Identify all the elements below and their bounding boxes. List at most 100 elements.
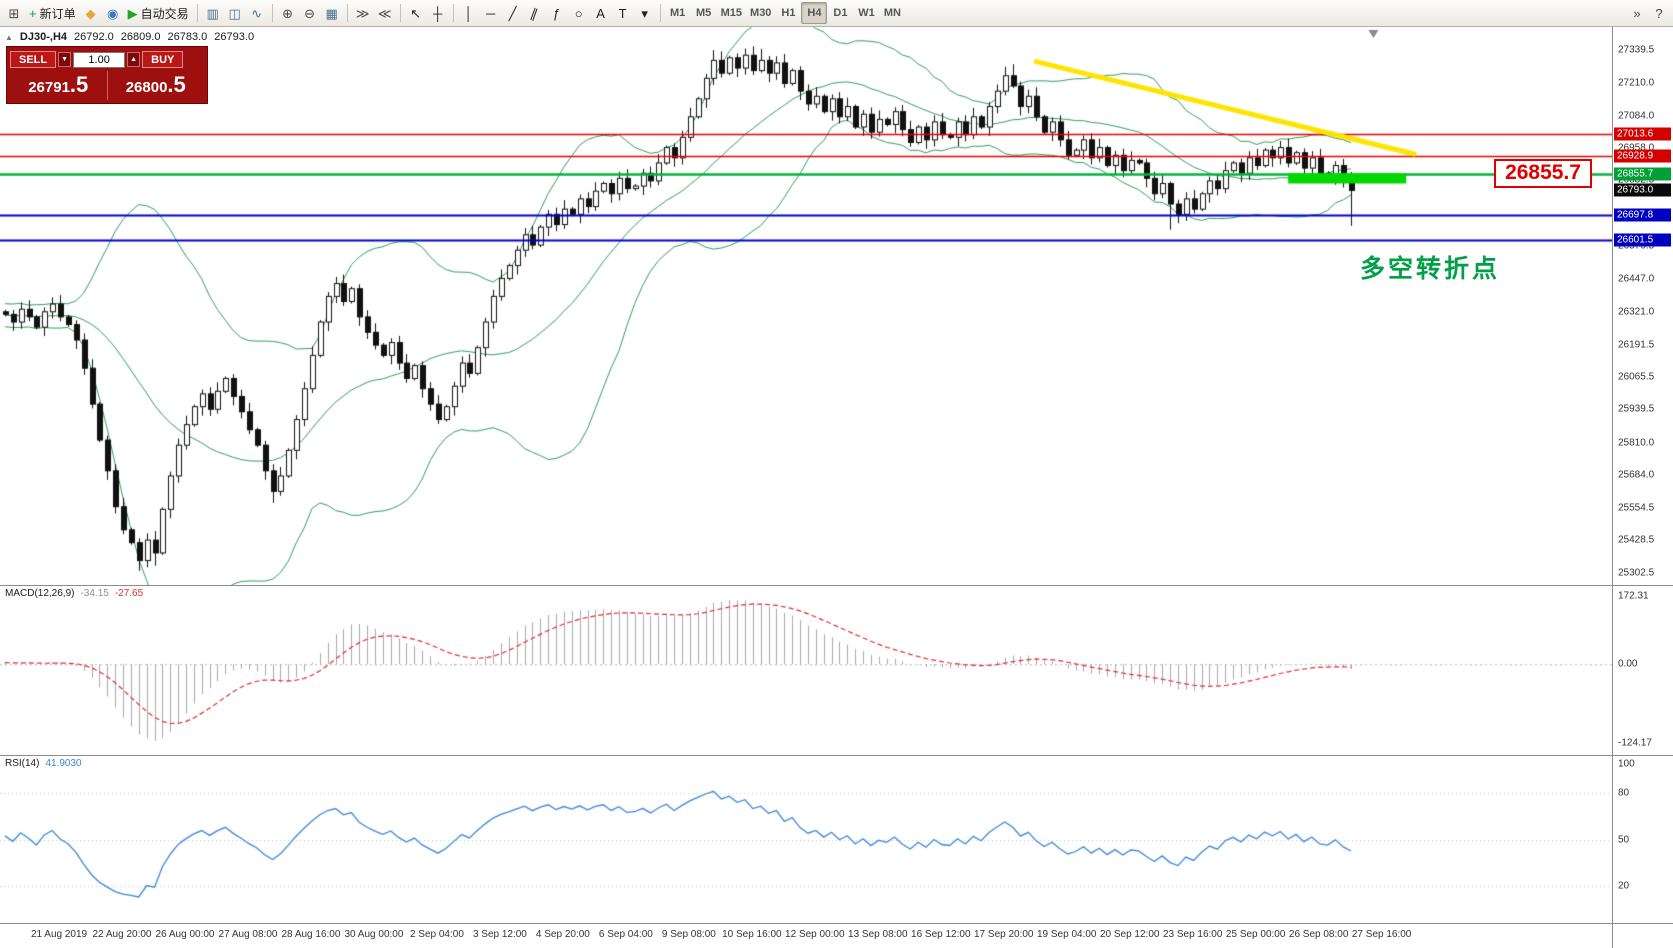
price-axis-tick: 27210.0 [1618, 77, 1655, 89]
sell-button[interactable]: SELL [10, 51, 57, 68]
ohlc-high: 26809.0 [120, 31, 161, 43]
chart-panel: ▲ DJ30-,H4 26792.0 26809.0 26783.0 26793… [0, 27, 1673, 585]
timeframe-m15-button[interactable]: M15 [720, 7, 743, 19]
volume-input[interactable] [73, 51, 126, 68]
zoom-out-button[interactable]: ⊖ [299, 2, 321, 24]
timeframe-w1-button[interactable]: W1 [858, 7, 875, 19]
price-axis-tick: 25684.0 [1618, 469, 1655, 481]
horizontal-line-button[interactable]: ─ [480, 2, 502, 24]
time-axis-label: 30 Aug 00:00 [344, 929, 404, 940]
auto-scroll-button[interactable]: ≫ [352, 2, 374, 24]
price-axis-tick: 26191.5 [1618, 339, 1655, 351]
price-tag-level[interactable]: 26928.9 [1614, 149, 1671, 163]
time-axis[interactable]: 21 Aug 2019 22 Aug 20:00 26 Aug 00:00 27 Au… [0, 924, 1613, 948]
toolbar-separator [196, 4, 198, 22]
time-axis-label: 26 Aug 00:00 [155, 929, 215, 940]
bar-chart-icon: ▥ [206, 5, 219, 21]
timeframe-m1-button[interactable]: M1 [669, 7, 686, 19]
time-axis-label: 9 Sep 08:00 [661, 929, 716, 940]
price-tag-level[interactable]: 26855.7 [1614, 167, 1671, 181]
community-button[interactable]: ◉ [102, 2, 124, 24]
macd-label: MACD(12,26,9) -34.15 -27.65 [5, 588, 143, 599]
annotation-note[interactable]: 多空转折点 [1359, 255, 1500, 284]
macd-panel: MACD(12,26,9) -34.15 -27.65 172.31 0.00 … [0, 585, 1673, 755]
text-button[interactable]: A [590, 2, 612, 24]
macd-axis[interactable]: 172.31 0.00 -124.17 [1613, 586, 1673, 755]
volume-decrease-button[interactable]: ▼ [58, 52, 72, 67]
vertical-line-button[interactable]: │ [458, 2, 480, 24]
arrows-button[interactable]: ▾ [634, 2, 656, 24]
price-chart-canvas[interactable] [0, 27, 1612, 585]
new-chart-button[interactable]: ⊞ [3, 2, 25, 24]
timeframe-mn-button[interactable]: MN [883, 7, 901, 19]
rsi-value: 41.9030 [45, 758, 82, 769]
price-axis[interactable]: 27339.527210.027084.026958.026832.526706… [1613, 27, 1673, 585]
new-order-button[interactable]: + 新订单 [25, 2, 80, 24]
zoom-in-button[interactable]: ⊕ [277, 2, 299, 24]
price-tag-level[interactable]: 26601.5 [1614, 233, 1671, 247]
time-axis-label: 6 Sep 04:00 [598, 929, 653, 940]
auto-scroll-icon: ≫ [355, 5, 370, 21]
text-label-button[interactable]: T [612, 2, 634, 24]
macd-plot[interactable]: MACD(12,26,9) -34.15 -27.65 [0, 586, 1613, 755]
one-click-trading-panel: SELL ▼ ▲ BUY 26791.5 26800.5 [6, 46, 208, 104]
tile-windows-button[interactable]: ▦ [321, 2, 343, 24]
price-axis-tick: 27084.0 [1618, 110, 1655, 122]
timeframe-m30-button[interactable]: M30 [750, 7, 772, 19]
volume-increase-button[interactable]: ▲ [127, 52, 141, 67]
tile-windows-icon: ▦ [325, 5, 338, 21]
chart-shift-button[interactable]: ≪ [374, 2, 396, 24]
sell-price-main: 26791 [28, 79, 70, 96]
time-axis-label: 26 Sep 08:00 [1288, 929, 1349, 940]
buy-price-display[interactable]: 26800.5 [108, 71, 205, 100]
profiles-icon: ◆ [85, 5, 96, 21]
sell-price-display[interactable]: 26791.5 [10, 71, 107, 100]
symbol-header: ▲ DJ30-,H4 26792.0 26809.0 26783.0 26793… [5, 31, 254, 43]
price-axis-tick: 25302.5 [1618, 567, 1655, 579]
price-axis-tick: 25939.5 [1618, 403, 1655, 415]
shapes-button[interactable]: ○ [568, 2, 590, 24]
autotrade-button[interactable]: ▶ 自动交易 [124, 2, 193, 24]
bar-chart-button[interactable]: ▥ [202, 2, 224, 24]
chart-plot[interactable]: ▲ DJ30-,H4 26792.0 26809.0 26783.0 26793… [0, 27, 1613, 585]
fibonacci-button[interactable]: ƒ [546, 2, 568, 24]
toolbar-overflow-button[interactable]: » [1633, 5, 1641, 21]
time-axis-label: 2 Sep 04:00 [409, 929, 464, 940]
price-tag-level[interactable]: 26697.8 [1614, 208, 1671, 222]
time-axis-label: 17 Sep 20:00 [974, 929, 1034, 940]
price-axis-tick: 27339.5 [1618, 44, 1655, 56]
ohlc-open: 26792.0 [74, 31, 114, 43]
rsi-axis[interactable]: 100 80 50 20 [1613, 756, 1673, 923]
horizontal-line-icon: ─ [486, 5, 496, 21]
toolbar-separator [271, 4, 273, 22]
timeframe-m5-button[interactable]: M5 [695, 7, 712, 19]
cursor-button[interactable]: ↖ [405, 2, 427, 24]
timeline-corner [1613, 924, 1673, 948]
buy-button[interactable]: BUY [142, 51, 184, 68]
timeframe-d1-button[interactable]: D1 [833, 7, 848, 19]
timeline-panel: 21 Aug 2019 22 Aug 20:00 26 Aug 00:00 27 Au… [0, 923, 1673, 948]
macd-axis-max: 172.31 [1618, 590, 1649, 602]
profiles-button[interactable]: ◆ [80, 2, 102, 24]
price-axis-tick: 25428.5 [1618, 534, 1655, 546]
rsi-plot[interactable]: RSI(14) 41.9030 [0, 756, 1613, 923]
time-axis-label: 27 Sep 16:00 [1351, 929, 1412, 940]
rsi-canvas[interactable] [0, 756, 1612, 923]
crosshair-button[interactable]: ┼ [427, 2, 449, 24]
time-axis-label: 21 Aug 2019 [30, 929, 88, 940]
candlestick-button[interactable]: ◫ [224, 2, 246, 24]
toolbar-separator [346, 4, 348, 22]
help-button[interactable]: ? [1655, 5, 1663, 21]
channel-icon: ∥ [529, 4, 541, 22]
timeframe-h4-button[interactable]: H4 [801, 2, 828, 24]
price-tag-level[interactable]: 27013.6 [1614, 127, 1671, 141]
price-callout[interactable]: 26855.7 [1494, 159, 1592, 189]
timeframe-h1-button[interactable]: H1 [781, 7, 796, 19]
arrows-icon: ▾ [641, 5, 648, 21]
line-chart-button[interactable]: ∿ [246, 2, 268, 24]
macd-canvas[interactable] [0, 586, 1612, 755]
channel-button[interactable]: ∥ [524, 2, 546, 24]
one-click-collapse-icon[interactable]: ▲ [5, 32, 13, 42]
toolbar-right-buttons: »? [1626, 0, 1670, 26]
trendline-button[interactable]: ╱ [502, 2, 524, 24]
